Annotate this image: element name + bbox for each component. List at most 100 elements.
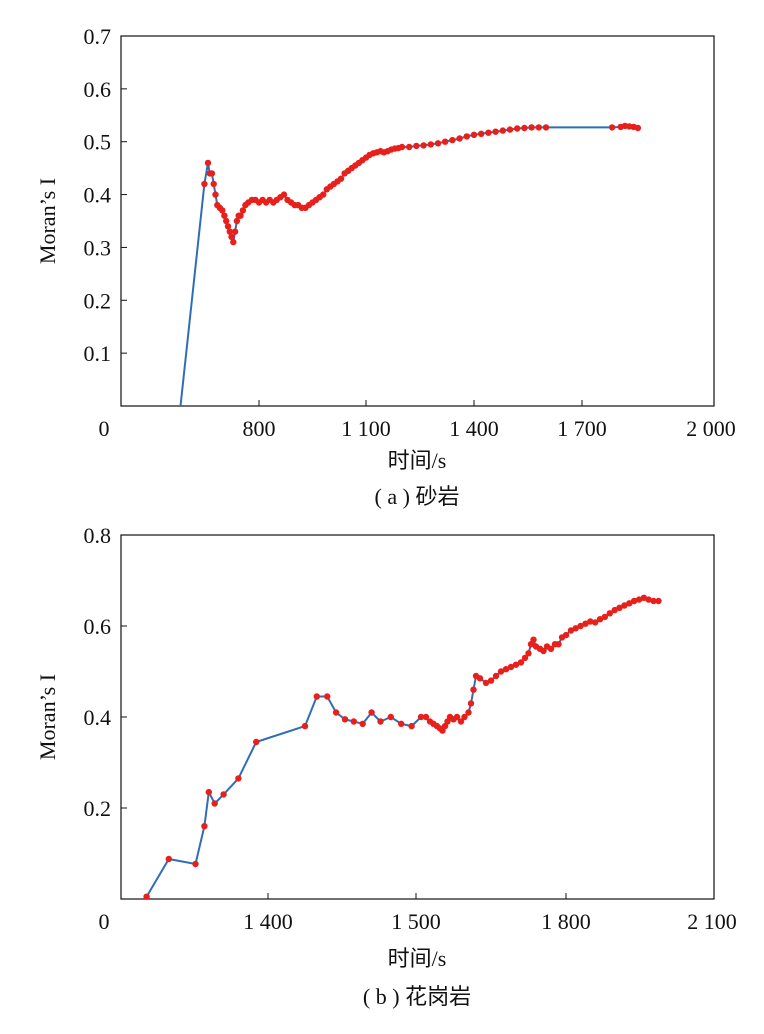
data-point xyxy=(655,597,662,605)
data-point xyxy=(587,618,594,625)
data-point xyxy=(449,136,456,144)
data-point xyxy=(601,613,609,621)
data-point xyxy=(525,650,532,657)
data-point xyxy=(528,124,535,131)
series-a xyxy=(179,122,642,407)
series-line xyxy=(145,596,659,898)
data-point xyxy=(463,133,470,140)
panel-a: 0.1 0.2 0.3 0.4 0.5 0.6 0.7 0 800 1 100 1 400 1 70… xyxy=(35,24,736,509)
data-point xyxy=(485,129,492,136)
data-point xyxy=(482,679,490,687)
data-point xyxy=(640,594,648,601)
x-tick-label: 800 xyxy=(243,416,276,441)
data-point xyxy=(596,616,604,623)
data-point xyxy=(208,170,216,177)
data-point xyxy=(398,143,406,151)
data-point xyxy=(280,191,288,198)
y-tick-label: 0.1 xyxy=(84,341,112,366)
data-point xyxy=(492,128,499,135)
y-tick-label: 0.8 xyxy=(84,523,112,548)
data-point xyxy=(572,625,579,632)
data-point xyxy=(228,233,235,241)
plot-frame-b xyxy=(120,534,715,900)
data-point xyxy=(535,124,542,131)
data-point xyxy=(192,860,199,868)
data-point xyxy=(417,713,425,721)
data-point xyxy=(555,641,562,648)
data-point xyxy=(577,622,584,630)
y-tick-label: 0.6 xyxy=(84,614,112,639)
data-point xyxy=(220,791,227,798)
data-point xyxy=(512,661,520,668)
data-point xyxy=(341,716,349,723)
data-point xyxy=(230,238,237,246)
y-tick-label: 0.5 xyxy=(84,130,112,155)
data-point xyxy=(540,647,547,655)
data-point xyxy=(427,141,434,148)
data-point xyxy=(377,718,384,725)
data-point xyxy=(470,131,478,138)
data-point xyxy=(616,604,623,611)
series-line xyxy=(179,124,639,407)
y-tick-label: 0.4 xyxy=(84,705,112,730)
data-point xyxy=(606,610,613,617)
data-point xyxy=(413,142,420,150)
x-tick-label: 1 400 xyxy=(243,909,293,934)
data-point xyxy=(219,207,226,214)
data-point xyxy=(567,627,575,634)
panel-b: 0.2 0.4 0.6 0.8 0 1 400 1 500 1 800 2 100 Moran… xyxy=(35,523,737,1009)
y-axis-label-b: Moran’s I xyxy=(35,674,60,760)
data-point xyxy=(350,718,357,725)
data-point xyxy=(165,855,172,863)
data-point xyxy=(487,677,495,684)
data-point xyxy=(224,223,232,230)
y-axis-label-a: Moran’s I xyxy=(35,178,60,264)
data-point xyxy=(368,709,375,716)
data-point xyxy=(635,596,643,603)
data-point xyxy=(223,217,230,225)
caption-b: ( b ) 花岗岩 xyxy=(363,984,471,1009)
data-point xyxy=(231,228,239,235)
series-b xyxy=(143,594,662,900)
x-tick-label: 1 500 xyxy=(391,909,441,934)
data-point xyxy=(239,207,247,214)
data-point xyxy=(221,212,228,219)
x-tick-label: 0 xyxy=(99,416,110,441)
x-tick-label: 2 000 xyxy=(686,416,736,441)
y-tick-label: 0.3 xyxy=(84,235,112,260)
data-point xyxy=(398,720,405,727)
data-point xyxy=(650,597,657,605)
data-point xyxy=(634,124,642,132)
x-tick-label: 2 100 xyxy=(687,909,737,934)
data-point xyxy=(626,600,633,607)
data-point xyxy=(476,675,484,682)
data-point xyxy=(461,713,468,721)
data-point xyxy=(422,713,430,721)
data-point xyxy=(201,823,208,830)
data-point xyxy=(465,709,472,716)
x-tick-label: 1 100 xyxy=(341,416,391,441)
data-point xyxy=(521,654,529,662)
data-point xyxy=(226,228,233,235)
data-point xyxy=(611,606,618,614)
y-tick-label: 0.2 xyxy=(84,796,112,821)
data-point xyxy=(492,672,500,680)
data-point xyxy=(470,686,477,693)
data-point xyxy=(506,126,514,133)
data-point xyxy=(502,666,510,673)
data-point xyxy=(205,788,212,796)
data-point xyxy=(324,693,331,700)
data-point xyxy=(530,636,537,643)
y-tick-label: 0.6 xyxy=(84,77,112,102)
x-tick-label: 1 400 xyxy=(449,416,499,441)
data-point xyxy=(507,663,515,671)
x-ticks-a: 0 800 1 100 1 400 1 700 2 000 xyxy=(99,400,736,441)
data-point xyxy=(521,124,528,132)
x-axis-label-a: 时间/s xyxy=(388,448,447,473)
data-point xyxy=(645,596,652,603)
y-tick-label: 0.7 xyxy=(84,24,112,49)
data-point xyxy=(499,127,506,134)
data-point xyxy=(337,175,345,182)
data-point xyxy=(442,138,449,145)
